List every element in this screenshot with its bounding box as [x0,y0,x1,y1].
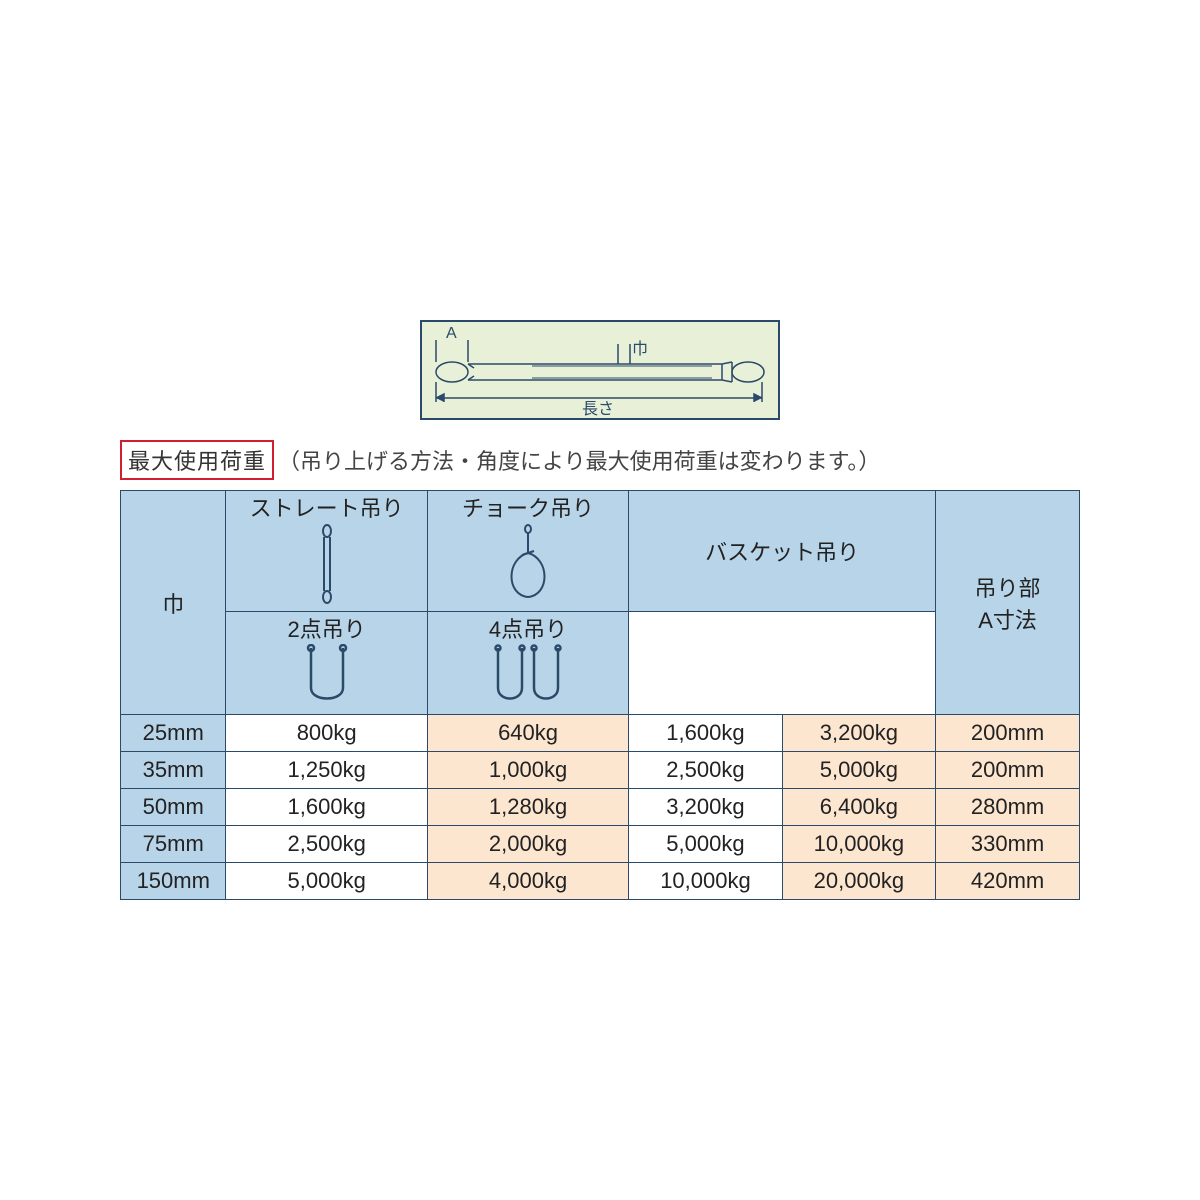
cell-adim: 330mm [936,826,1080,863]
cell-straight: 1,250kg [226,752,427,789]
hdr-adim: 吊り部 A寸法 [936,491,1080,715]
title-note: （吊り上げる方法・角度により最大使用荷重は変わります。） [278,444,880,476]
hdr-basket2: 2点吊り [226,612,427,715]
cell-basket2: 10,000kg [629,863,782,900]
cell-straight: 1,600kg [226,789,427,826]
cell-choke: 1,280kg [427,789,628,826]
cell-straight: 2,500kg [226,826,427,863]
diagram-label-width: 巾 [632,340,648,358]
table-row: 150mm5,000kg4,000kg10,000kg20,000kg420mm [121,863,1080,900]
cell-basket2: 1,600kg [629,715,782,752]
cell-basket2: 2,500kg [629,752,782,789]
hdr-adim-l2: A寸法 [936,603,1079,635]
basket2-icon [297,644,357,710]
cell-choke: 640kg [427,715,628,752]
cell-straight: 800kg [226,715,427,752]
cell-width: 25mm [121,715,226,752]
choke-icon [498,523,558,605]
hdr-basket: バスケット吊り [629,491,936,612]
hdr-straight-label: ストレート吊り [226,491,426,523]
diagram-label-a: A [446,325,457,342]
hdr-choke-label: チョーク吊り [428,491,628,523]
load-table: 巾 ストレート吊り [120,490,1080,900]
diagram-label-length: 長さ [582,400,614,418]
cell-adim: 420mm [936,863,1080,900]
cell-width: 50mm [121,789,226,826]
cell-basket4: 5,000kg [782,752,935,789]
cell-basket4: 6,400kg [782,789,935,826]
sling-diagram: A 巾 長さ [120,320,1080,420]
cell-adim: 200mm [936,752,1080,789]
straight-icon [307,523,347,605]
cell-adim: 280mm [936,789,1080,826]
hdr-basket4-label: 4点吊り [428,612,628,644]
table-row: 35mm1,250kg1,000kg2,500kg5,000kg200mm [121,752,1080,789]
cell-adim: 200mm [936,715,1080,752]
hdr-basket4: 4点吊り [427,612,628,715]
hdr-basket2-label: 2点吊り [226,612,426,644]
hdr-adim-l1: 吊り部 [936,571,1079,603]
table-row: 75mm2,500kg2,000kg5,000kg10,000kg330mm [121,826,1080,863]
cell-basket4: 20,000kg [782,863,935,900]
title-box: 最大使用荷重 [120,440,274,480]
hdr-straight: ストレート吊り [226,491,427,612]
cell-choke: 2,000kg [427,826,628,863]
hdr-width: 巾 [121,491,226,715]
hdr-choke: チョーク吊り [427,491,628,612]
cell-width: 150mm [121,863,226,900]
cell-width: 75mm [121,826,226,863]
cell-choke: 4,000kg [427,863,628,900]
cell-straight: 5,000kg [226,863,427,900]
cell-width: 35mm [121,752,226,789]
basket4-icon [488,644,568,710]
cell-basket4: 3,200kg [782,715,935,752]
cell-basket4: 10,000kg [782,826,935,863]
table-row: 25mm800kg640kg1,600kg3,200kg200mm [121,715,1080,752]
cell-basket2: 3,200kg [629,789,782,826]
title-row: 最大使用荷重 （吊り上げる方法・角度により最大使用荷重は変わります。） [120,440,1080,480]
cell-choke: 1,000kg [427,752,628,789]
cell-basket2: 5,000kg [629,826,782,863]
table-row: 50mm1,600kg1,280kg3,200kg6,400kg280mm [121,789,1080,826]
